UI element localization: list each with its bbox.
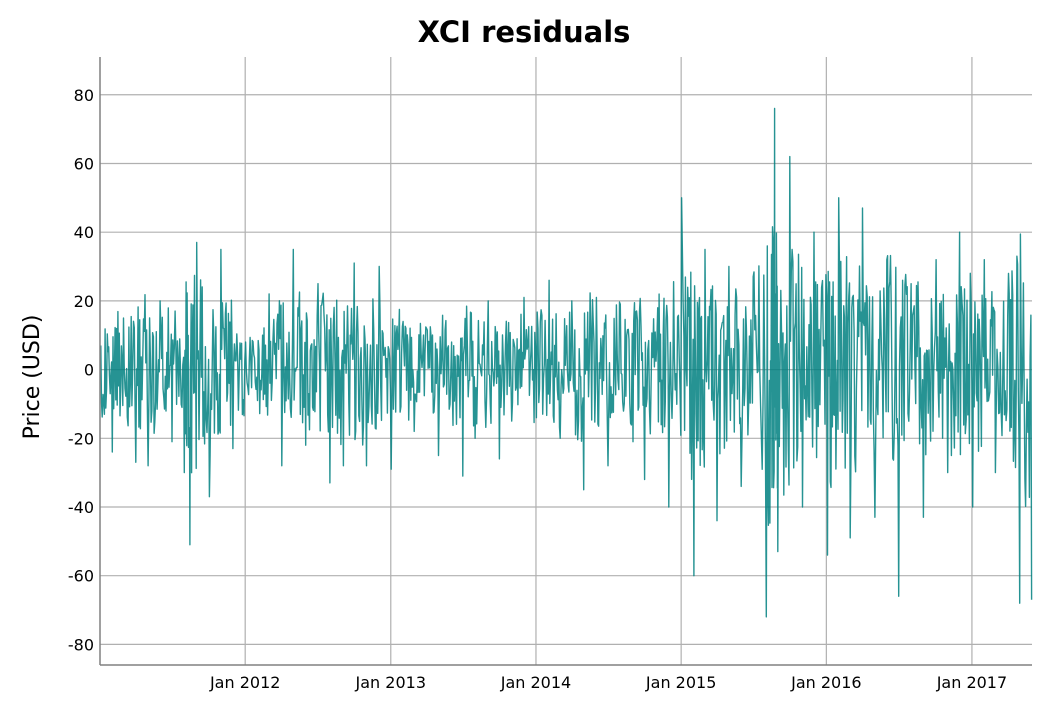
chart-title: XCI residuals bbox=[418, 15, 631, 49]
y-tick-label: -20 bbox=[68, 429, 94, 448]
y-axis-label: Price (USD) bbox=[20, 315, 45, 440]
x-tick-label: Jan 2014 bbox=[500, 673, 571, 692]
y-tick-label: 0 bbox=[84, 361, 94, 380]
x-tick-label: Jan 2012 bbox=[209, 673, 280, 692]
y-tick-label: -40 bbox=[68, 498, 94, 517]
x-tick-label: Jan 2016 bbox=[790, 673, 861, 692]
series-line bbox=[100, 107, 1033, 618]
y-tick-label: 80 bbox=[74, 86, 94, 105]
x-tick-label: Jan 2015 bbox=[645, 673, 716, 692]
axes bbox=[99, 57, 1032, 666]
x-tick-label: Jan 2017 bbox=[936, 673, 1007, 692]
plot-area bbox=[100, 107, 1033, 618]
y-tick-label: 20 bbox=[74, 292, 94, 311]
y-tick-label: 40 bbox=[74, 223, 94, 242]
x-tick-label: Jan 2013 bbox=[355, 673, 426, 692]
tick-labels: 80 60 40 20 0 -20 -40 -60 -80 Jan 2012 Jan 2013 Jan… bbox=[68, 86, 1007, 692]
y-tick-label: -80 bbox=[68, 635, 94, 654]
y-tick-label: -60 bbox=[68, 567, 94, 586]
y-tick-label: 60 bbox=[74, 154, 94, 173]
